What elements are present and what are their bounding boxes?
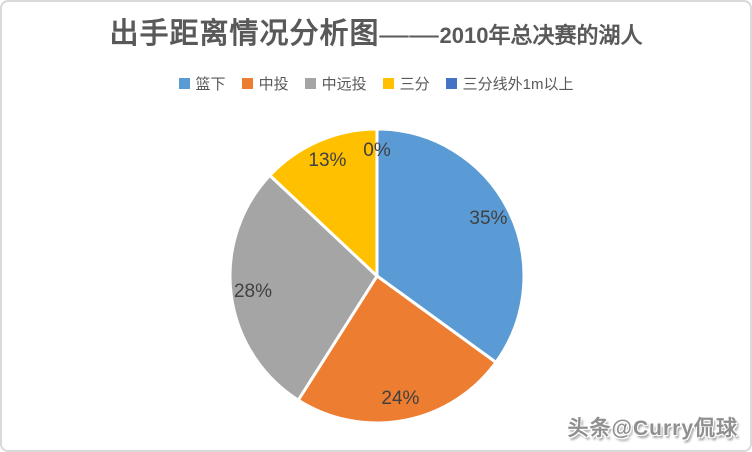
legend-item-1: 篮下	[178, 73, 226, 94]
legend-item-3: 中远投	[304, 73, 367, 94]
legend-swatch-icon	[241, 78, 253, 89]
legend-item-2: 中投	[241, 73, 289, 94]
legend-swatch-icon	[304, 78, 316, 89]
chart-title-main: 出手距离情况分析图——	[109, 18, 440, 50]
legend-label: 中投	[258, 76, 289, 93]
legend-item-5: 三分线外1m以上	[445, 73, 574, 94]
pie-slice-篮下	[375, 127, 526, 364]
legend-swatch-icon	[178, 78, 190, 89]
legend-item-4: 三分	[382, 73, 430, 94]
chart-legend: 篮下 中投 中远投 三分 三分线外1m以上	[2, 73, 750, 94]
pie-slice-中远投	[228, 173, 379, 402]
legend-swatch-icon	[382, 78, 394, 89]
chart-title: 出手距离情况分析图——2010年总决赛的湖人	[2, 10, 750, 52]
legend-label: 三分线外1m以上	[462, 76, 574, 93]
watermark: 头条@Curry侃球	[567, 417, 738, 440]
legend-swatch-icon	[445, 78, 457, 89]
pie-slice-中投	[296, 274, 498, 425]
pie-slice-三分	[268, 127, 379, 278]
chart-title-sub: 2010年总决赛的湖人	[439, 23, 643, 48]
legend-label: 篮下	[195, 76, 226, 93]
legend-label: 三分	[399, 76, 430, 93]
legend-label: 中远投	[321, 76, 367, 93]
